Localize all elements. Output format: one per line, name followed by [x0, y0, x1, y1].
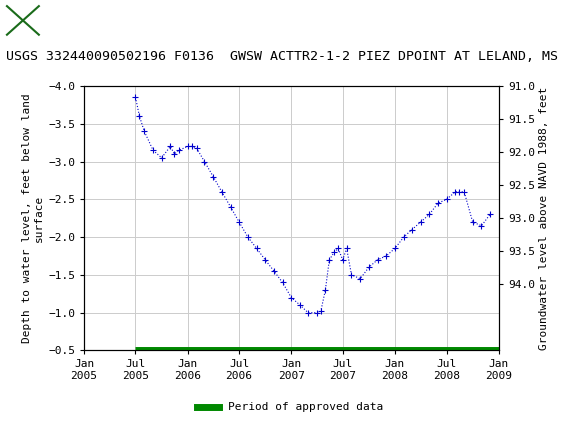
Y-axis label: Groundwater level above NAVD 1988, feet: Groundwater level above NAVD 1988, feet — [539, 86, 549, 350]
Text: USGS: USGS — [44, 12, 99, 29]
Legend: Period of approved data: Period of approved data — [193, 398, 387, 417]
Bar — [7, 6, 39, 35]
Y-axis label: Depth to water level, feet below land
surface: Depth to water level, feet below land su… — [22, 93, 44, 343]
Text: USGS 332440090502196 F0136  GWSW ACTTR2-1-2 PIEZ DPOINT AT LELAND, MS: USGS 332440090502196 F0136 GWSW ACTTR2-1… — [6, 50, 558, 63]
